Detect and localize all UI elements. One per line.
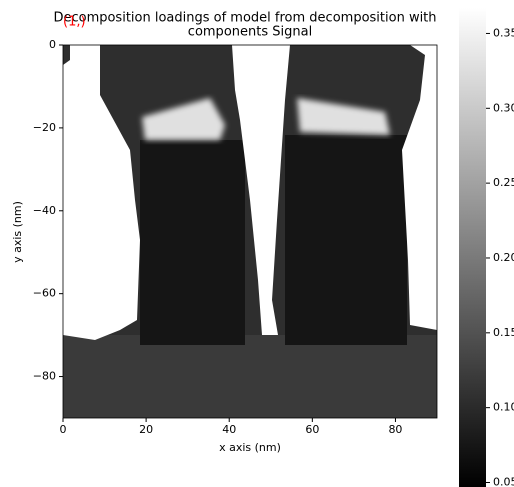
x-axis-label: x axis (nm) <box>219 441 281 454</box>
x-tick-label: 40 <box>222 423 236 436</box>
colorbar-tick-label: 0.30 <box>493 101 514 114</box>
chart-subtitle: components Signal <box>188 25 312 40</box>
colorbar-tick-label: 0.35 <box>493 26 514 39</box>
colorbar-tick-label: 0.10 <box>493 401 514 414</box>
x-tick-label: 80 <box>388 423 402 436</box>
y-tick-label: 0 <box>49 38 56 51</box>
y-tick-label: −60 <box>33 287 56 300</box>
y-axis-label: y axis (nm) <box>11 201 24 263</box>
colorbar-tick-label: 0.25 <box>493 176 514 189</box>
colorbar-tick-label: 0.20 <box>493 251 514 264</box>
heatmap-image <box>63 45 437 418</box>
y-tick-label: −80 <box>33 370 56 383</box>
annotation: (1,) <box>63 15 86 30</box>
colorbar <box>459 8 486 487</box>
y-tick-label: −40 <box>33 204 56 217</box>
colorbar-tick-label: 0.05 <box>493 476 514 487</box>
y-tick-label: −20 <box>33 121 56 134</box>
chart-title: Decomposition loadings of model from dec… <box>53 11 436 26</box>
x-tick-label: 20 <box>139 423 153 436</box>
axes-frame <box>62 44 438 419</box>
x-tick-label: 60 <box>305 423 319 436</box>
colorbar-tick-label: 0.15 <box>493 326 514 339</box>
x-tick-label: 0 <box>60 423 67 436</box>
